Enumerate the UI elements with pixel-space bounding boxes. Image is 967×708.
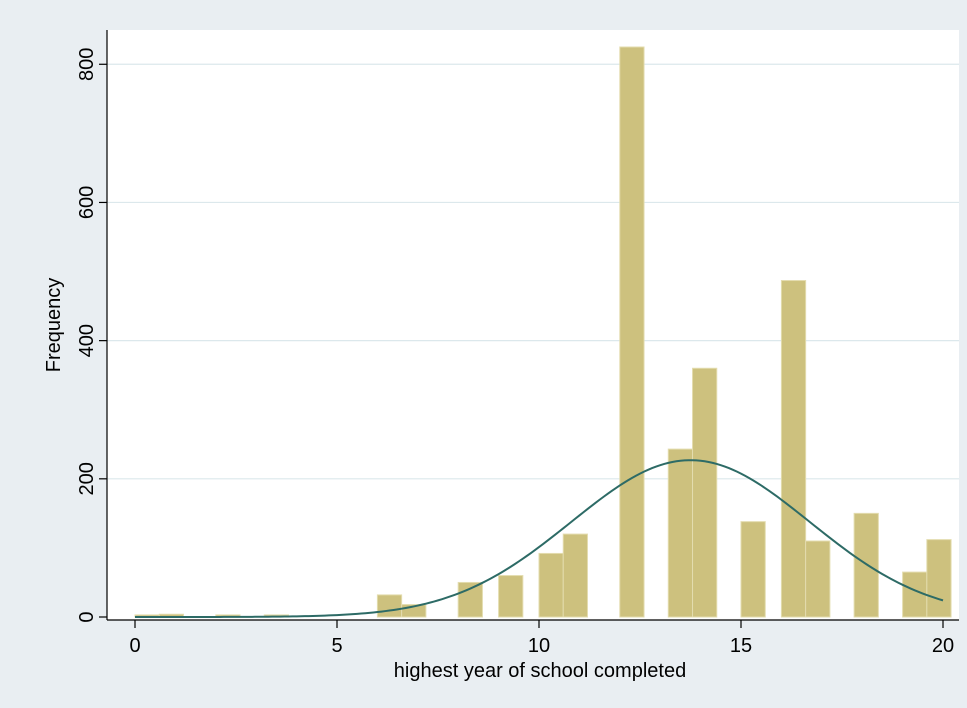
bar-8 [538,552,564,618]
bar-12 [692,367,718,618]
plot-area [107,30,959,620]
y-tick-label-0: 0 [76,611,98,622]
x-tick-label-5: 5 [331,635,342,657]
y-tick-label-600: 600 [76,186,98,219]
bar-10 [619,46,645,618]
bar-7 [498,575,524,618]
bar-15 [805,540,831,618]
bar-14 [780,280,807,618]
y-axis-ticks: 0 200 400 600 800 [76,48,107,623]
bar-11 [667,448,694,618]
x-tick-label-10: 10 [528,635,550,657]
x-axis-ticks: 0 5 10 15 20 [129,620,954,657]
y-tick-label-800: 800 [76,48,98,81]
x-tick-label-20: 20 [932,635,954,657]
bar-13 [740,521,766,618]
y-axis-title: Frequency [43,278,65,373]
bar-18 [926,539,952,618]
bars [134,46,952,618]
x-tick-label-15: 15 [730,635,752,657]
gridlines [107,63,959,480]
x-tick-label-0: 0 [129,635,140,657]
bar-9 [562,533,588,618]
normal-density-curve [135,459,944,618]
y-tick-label-200: 200 [76,462,98,495]
x-axis-title: highest year of school completed [394,660,686,682]
y-tick-label-400: 400 [76,324,98,357]
bar-4 [376,594,403,618]
